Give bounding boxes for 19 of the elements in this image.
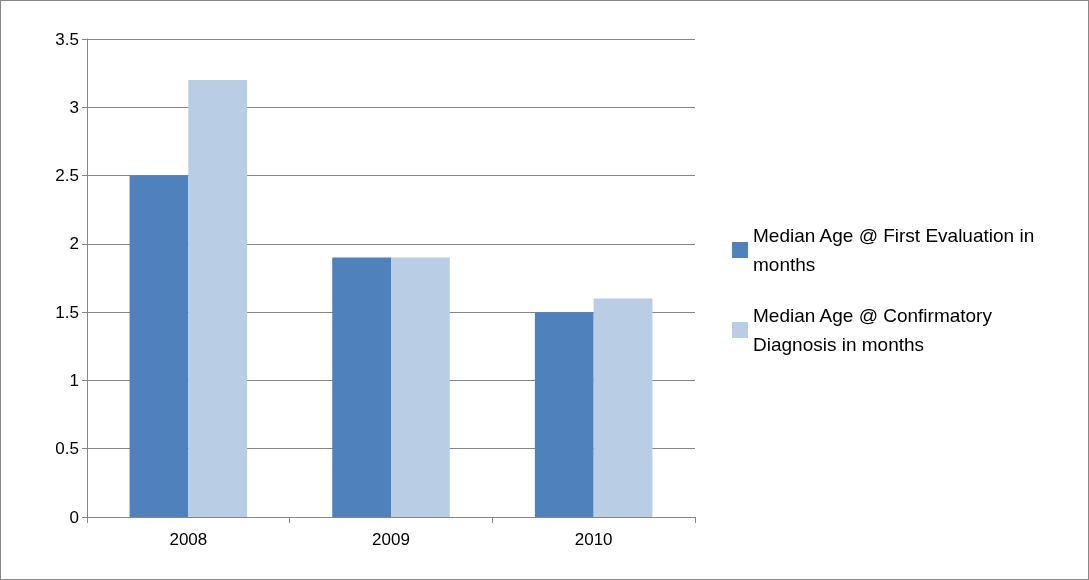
y-tick-label: 2.5 — [55, 166, 79, 186]
bar — [391, 257, 450, 517]
y-tick-label: 1 — [69, 370, 79, 390]
bar — [534, 312, 594, 517]
legend-label: Median Age @ Confirmatory Diagnosis in months — [753, 305, 998, 355]
y-tick-label: 1.5 — [55, 302, 79, 322]
bar — [332, 257, 391, 517]
x-tick-label: 2010 — [574, 530, 613, 549]
y-tick-label: 0 — [69, 507, 79, 527]
bar — [188, 79, 248, 517]
legend-label: Median Age @ First Evaluation in months — [753, 225, 1040, 275]
x-tick-label: 2009 — [372, 530, 410, 549]
x-tick-label: 2008 — [169, 530, 208, 549]
y-tick-label: 2 — [69, 234, 79, 254]
y-tick-label: 3 — [69, 97, 79, 117]
bar — [593, 298, 653, 517]
y-tick-label: 0.5 — [55, 439, 79, 459]
y-tick-label: 3.5 — [55, 29, 79, 49]
bar — [129, 175, 189, 517]
